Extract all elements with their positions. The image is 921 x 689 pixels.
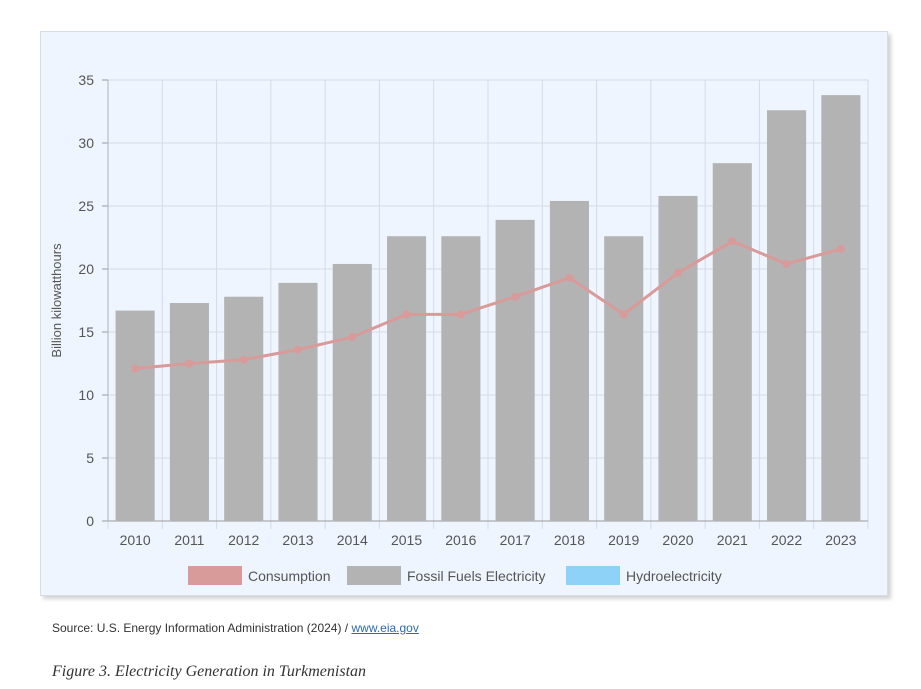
- consumption-point-2013[interactable]: [294, 345, 302, 354]
- consumption-point-2014[interactable]: [348, 333, 357, 342]
- x-tick-label: 2023: [825, 532, 856, 548]
- chart-card: 0 5 10 15 20 25 30 35 2010 2011 2012 2013 2014 2015 20…: [40, 31, 888, 596]
- y-tick-label: 15: [78, 324, 94, 340]
- consumption-point-2021[interactable]: [728, 237, 737, 246]
- consumption-point-2015[interactable]: [402, 310, 411, 319]
- bar-2023: [821, 95, 861, 521]
- bar-2011: [169, 303, 209, 521]
- legend-swatch-fossil-fuels-electricity[interactable]: [347, 566, 401, 585]
- x-tick-label: 2011: [174, 532, 204, 548]
- x-tick-label: 2016: [445, 532, 476, 548]
- legend-swatch-consumption[interactable]: [188, 566, 242, 585]
- x-tick-label: 2013: [282, 532, 313, 548]
- x-tick-label: 2010: [120, 532, 151, 548]
- bar-2022: [767, 110, 807, 522]
- bar-2016: [441, 236, 481, 522]
- x-tick-label: 2020: [662, 532, 693, 548]
- x-tick-label: 2022: [771, 532, 802, 548]
- y-tick-label: 20: [78, 261, 94, 277]
- consumption-line: [135, 239, 842, 371]
- legend-label-consumption[interactable]: Consumption: [248, 568, 331, 584]
- x-tick-label: 2014: [337, 532, 368, 548]
- consumption-point-2011[interactable]: [185, 359, 194, 368]
- y-tick-label: 25: [78, 198, 94, 214]
- figure-caption: Figure 3. Electricity Generation in Turk…: [52, 663, 367, 680]
- y-tick-label: 0: [86, 513, 94, 529]
- legend-label-hydroelectricity[interactable]: Hydroelectricity: [626, 568, 722, 584]
- y-axis-title: Billion kilowatthours: [49, 243, 64, 358]
- legend-swatch-hydroelectricity[interactable]: [566, 566, 620, 585]
- bar-2012: [224, 296, 264, 521]
- consumption-point-2020[interactable]: [674, 268, 682, 277]
- bar-2013: [278, 282, 318, 521]
- bar-2015: [387, 236, 427, 522]
- x-tick-label: 2018: [554, 532, 585, 548]
- x-tick-label: 2012: [228, 532, 259, 548]
- consumption-point-2016[interactable]: [456, 310, 465, 319]
- consumption-point-2022[interactable]: [782, 259, 791, 268]
- y-tick-label: 35: [78, 72, 94, 88]
- bar-2020: [658, 195, 698, 522]
- chart-svg: 0 5 10 15 20 25 30 35 2010 2011 2012 2013 2014 2015 20…: [49, 72, 869, 585]
- bar-2010: [115, 310, 155, 521]
- consumption-point-2023[interactable]: [836, 244, 845, 253]
- consumption-point-2018[interactable]: [565, 273, 574, 282]
- consumption-point-2010[interactable]: [131, 364, 140, 373]
- bar-2017: [495, 219, 535, 522]
- consumption-point-2012[interactable]: [239, 355, 248, 364]
- bar-2018: [549, 200, 589, 521]
- bar-2014: [332, 263, 372, 521]
- source-link[interactable]: www.eia.gov: [351, 621, 419, 635]
- y-tick-label: 5: [86, 450, 94, 466]
- y-tick-label: 10: [78, 387, 94, 403]
- y-tick-label: 30: [78, 135, 94, 151]
- source-line: Source: U.S. Energy Information Administ…: [52, 621, 419, 635]
- consumption-point-2019[interactable]: [619, 310, 628, 319]
- bar-2019: [604, 236, 644, 522]
- x-tick-label: 2019: [608, 532, 639, 548]
- legend-label-fossil-fuels-electricity[interactable]: Fossil Fuels Electricity: [407, 568, 545, 584]
- bar-2021: [712, 163, 752, 521]
- x-tick-label: 2017: [500, 532, 531, 548]
- consumption-point-2017[interactable]: [511, 292, 520, 301]
- x-tick-label: 2021: [717, 532, 748, 548]
- x-tick-label: 2015: [391, 532, 422, 548]
- source-text: Source: U.S. Energy Information Administ…: [52, 621, 352, 635]
